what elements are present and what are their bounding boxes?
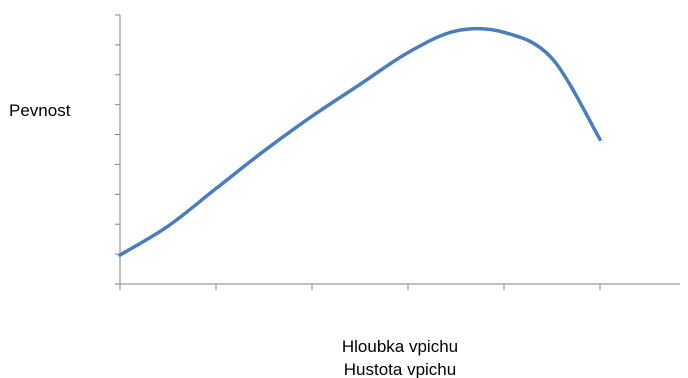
x-axis-label-line-2: Hustota vpichu [343, 360, 457, 378]
x-axis-labels: Hloubka vpichu Hustota vpichu [300, 335, 500, 378]
series-line [118, 26, 602, 257]
x-axis-label-line-1: Hloubka vpichu [341, 337, 459, 356]
y-axis-label: Pevnost [9, 101, 71, 120]
axes-layer [115, 14, 680, 290]
series-layer [118, 26, 602, 257]
